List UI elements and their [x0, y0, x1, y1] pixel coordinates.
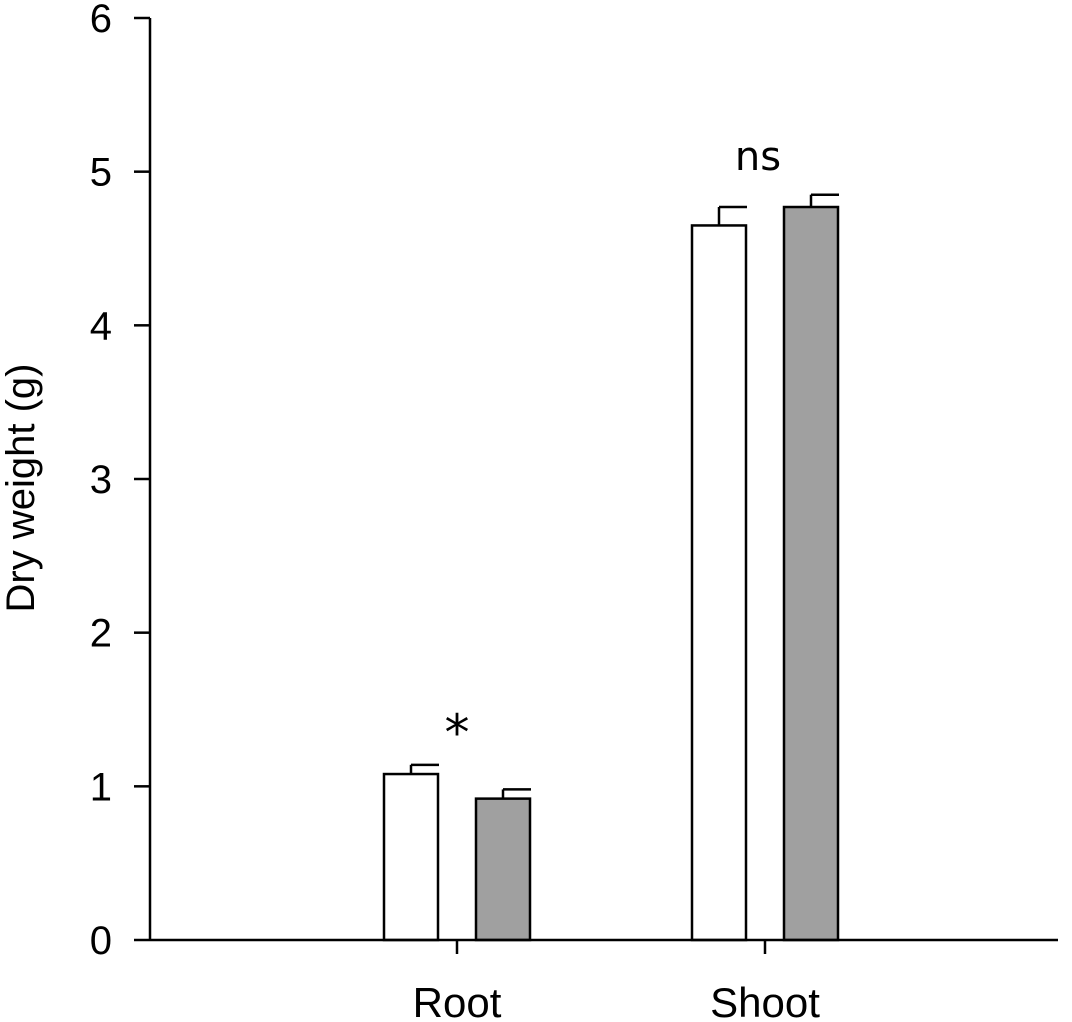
bars	[382, 205, 840, 942]
bar-shoot-series-1	[690, 224, 748, 942]
error-bars	[409, 193, 839, 799]
y-axis-ticks: 0 1 2 3 4 5 6	[90, 0, 150, 963]
bar-root-series-2	[474, 797, 532, 942]
x-tick-label-root: Root	[413, 979, 502, 1022]
x-axis-ticks: Root Shoot	[413, 940, 820, 1022]
annotation-root-significance: *	[445, 704, 470, 762]
x-tick-label-shoot: Shoot	[710, 979, 820, 1022]
y-tick-label: 3	[90, 458, 112, 502]
y-tick-label: 1	[90, 765, 112, 809]
y-tick-label: 2	[90, 612, 112, 656]
y-tick-label: 0	[90, 919, 112, 963]
y-axis-title: Dry weight (g)	[0, 364, 43, 613]
y-tick-label: 4	[90, 304, 112, 348]
annotation-shoot-significance: ns	[735, 134, 781, 180]
y-tick-label: 6	[90, 0, 112, 41]
y-tick-label: 5	[90, 151, 112, 195]
axes	[148, 18, 1058, 942]
bar-root-series-1	[382, 772, 440, 942]
bar-shoot-series-2	[782, 205, 840, 942]
